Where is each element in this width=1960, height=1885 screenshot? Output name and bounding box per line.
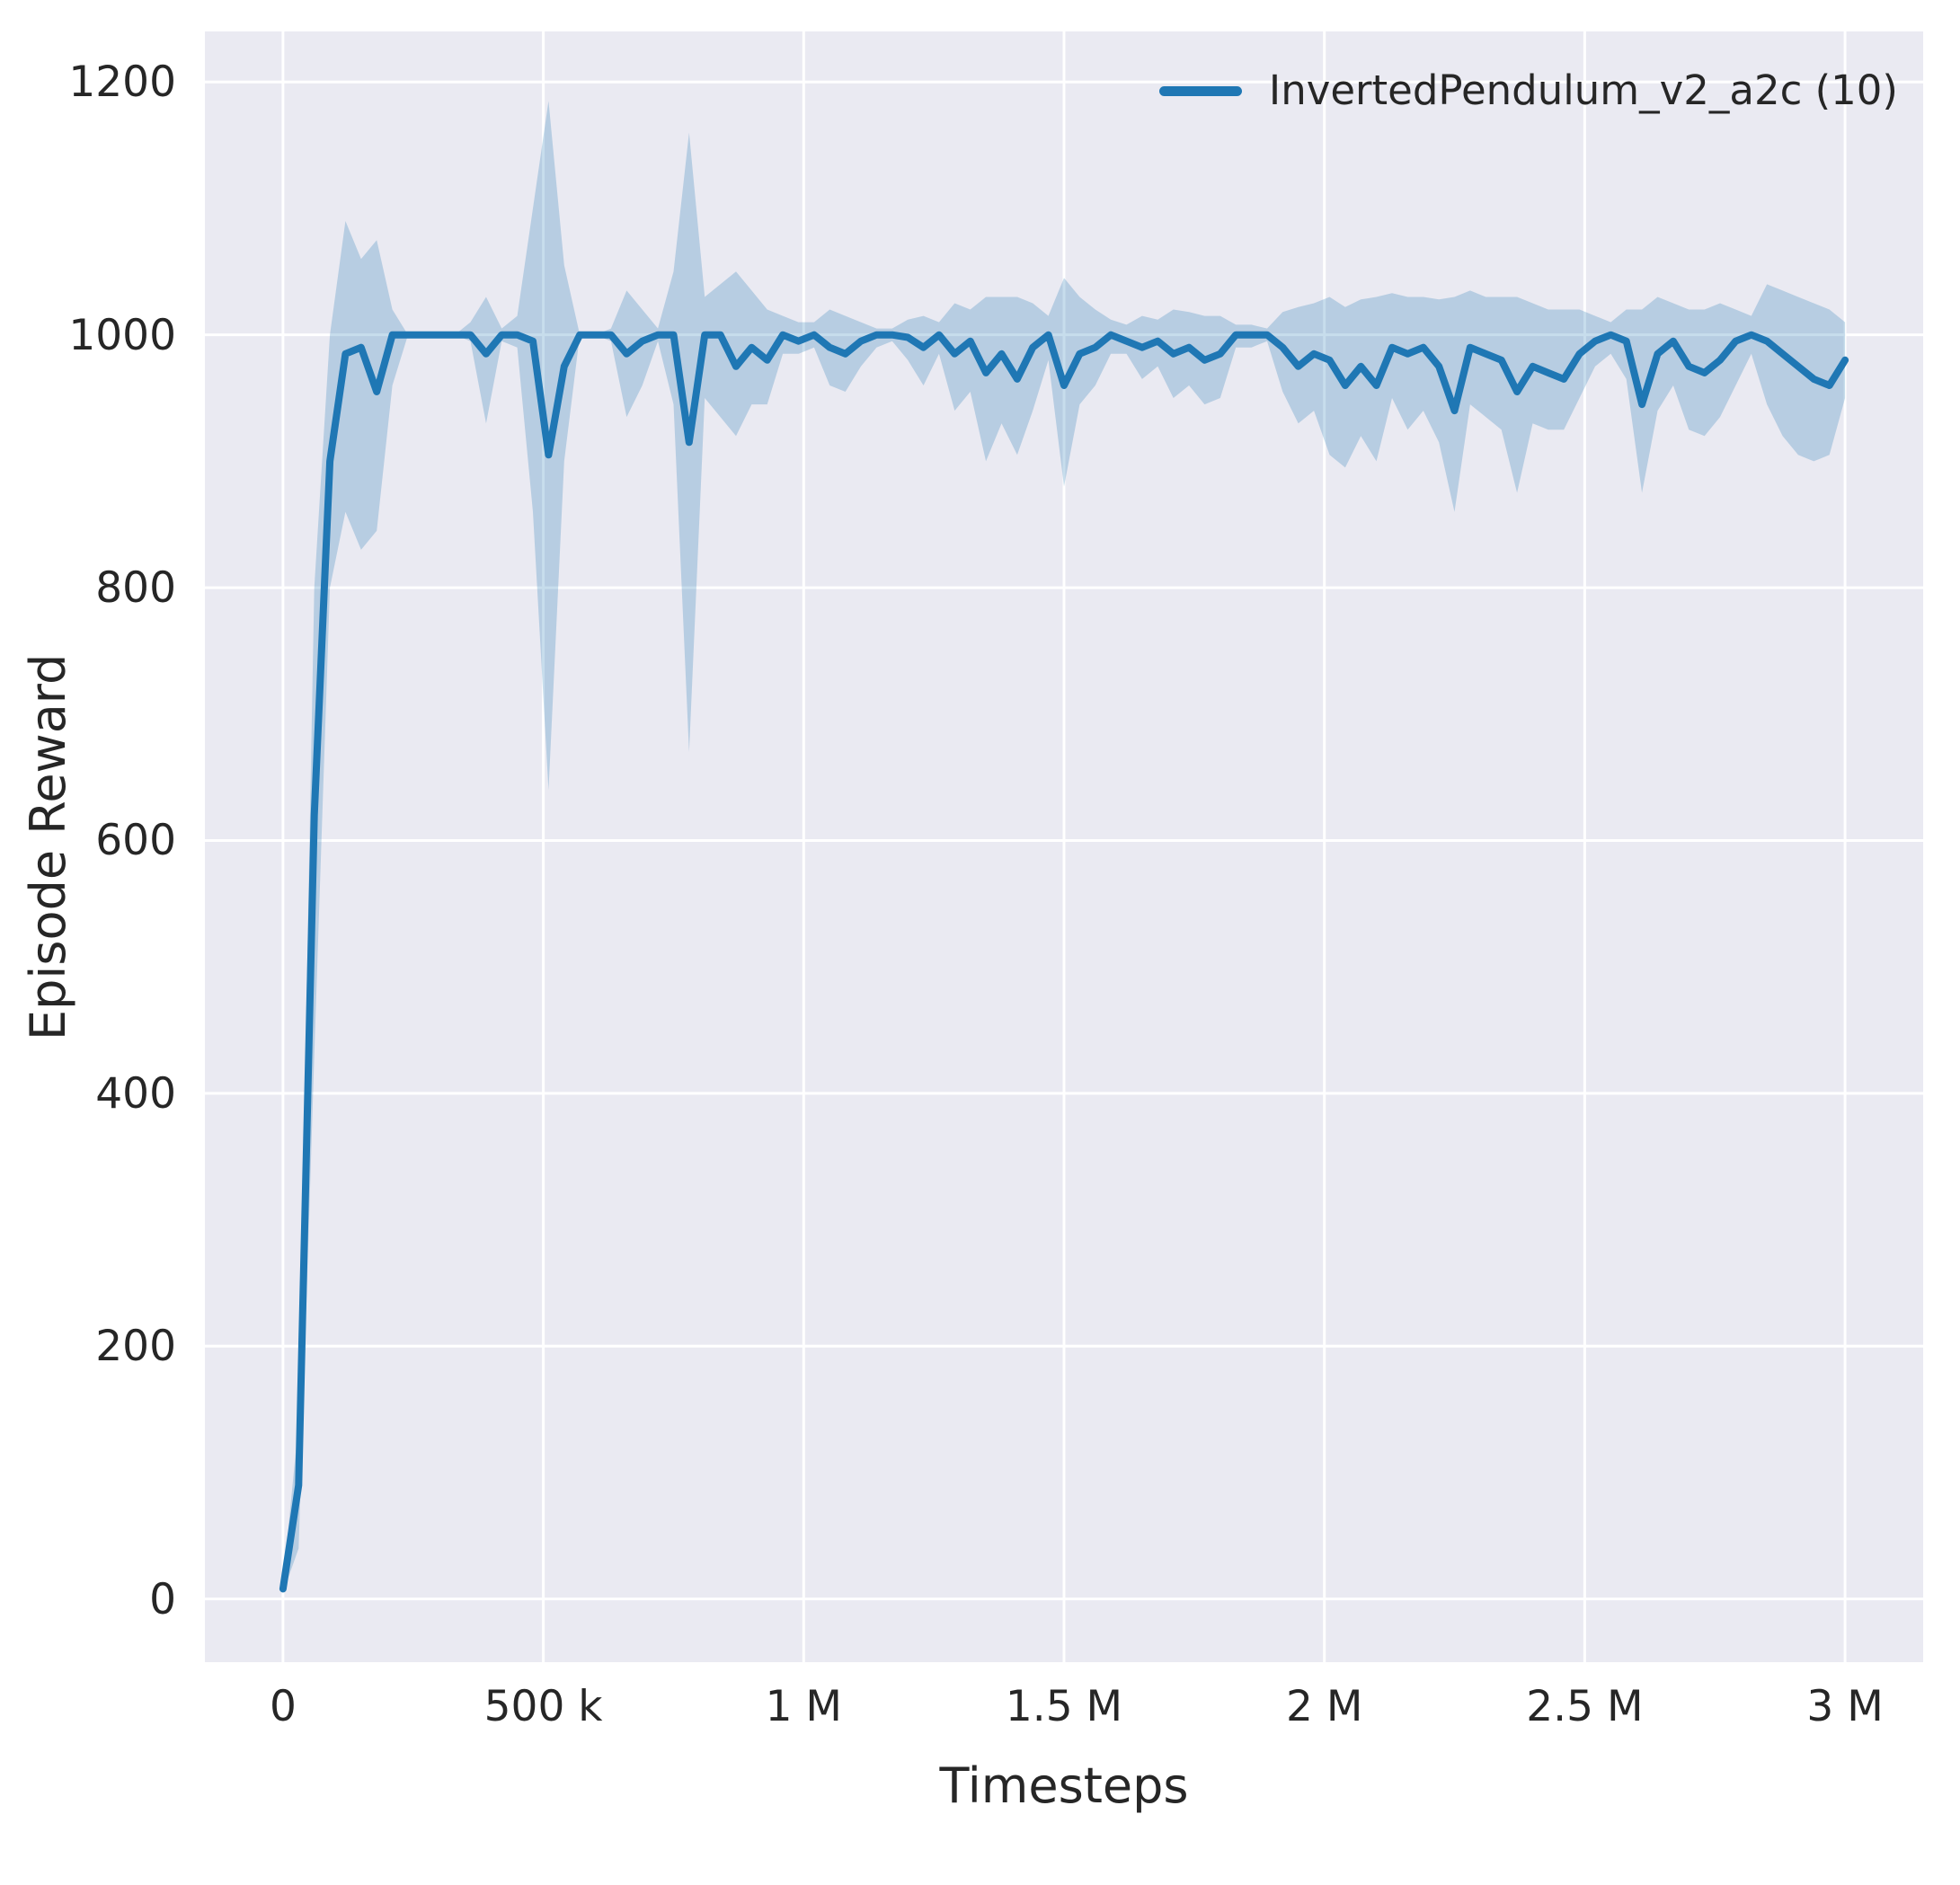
y-tick-label: 800 — [95, 563, 176, 614]
y-tick-label: 1200 — [68, 58, 176, 108]
y-tick-label: 0 — [149, 1574, 176, 1624]
x-tick-label: 2.5 M — [1526, 1682, 1644, 1731]
legend-line-swatch — [1158, 85, 1242, 96]
x-axis-label: Timesteps — [939, 1757, 1189, 1814]
x-tick-label: 500 k — [483, 1682, 603, 1731]
y-tick-label: 400 — [95, 1068, 176, 1119]
plot-area: InvertedPendulum_v2_a2c (10) — [205, 31, 1923, 1662]
x-tick-label: 0 — [269, 1682, 297, 1731]
y-tick-label: 600 — [95, 816, 176, 866]
x-tick-label: 1.5 M — [1005, 1682, 1123, 1731]
chart-canvas — [205, 31, 1923, 1662]
x-tick-label: 2 M — [1285, 1682, 1363, 1731]
legend: InvertedPendulum_v2_a2c (10) — [1158, 66, 1898, 116]
y-tick-label: 200 — [95, 1322, 176, 1372]
y-tick-label: 1000 — [68, 310, 176, 360]
x-tick-label: 3 M — [1806, 1682, 1884, 1731]
legend-series-label: InvertedPendulum_v2_a2c (10) — [1268, 66, 1898, 114]
x-tick-label: 1 M — [765, 1682, 842, 1731]
